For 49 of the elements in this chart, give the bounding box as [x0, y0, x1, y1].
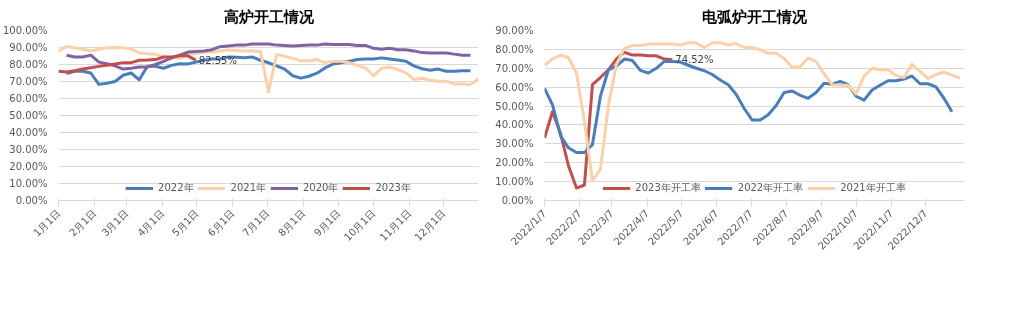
line-series	[58, 44, 479, 94]
y-tick-label: 10.00%	[495, 176, 534, 188]
y-tick-label: 50.00%	[9, 110, 48, 121]
x-tick-label: 1月1日	[31, 207, 63, 239]
y-tick-label: 80.00%	[495, 43, 534, 55]
x-tick-label: 5月1日	[169, 207, 201, 239]
x-tick-label: 10月1日	[341, 207, 378, 244]
y-tick-label: 30.00%	[9, 144, 48, 155]
y-tick-label: 30.00%	[495, 138, 534, 150]
line-series	[58, 54, 198, 74]
line-series	[65, 55, 472, 86]
line-series	[65, 42, 472, 71]
y-tick-label: 20.00%	[9, 161, 48, 172]
y-tick-label: 40.00%	[9, 127, 48, 138]
x-tick-label: 12月1日	[412, 207, 448, 244]
legend-label: 2023年开工率	[635, 181, 701, 195]
x-tick-label: 2月1日	[67, 207, 99, 239]
y-tick-label: 100.00%	[3, 25, 48, 36]
y-tick-label: 80.00%	[9, 59, 48, 70]
y-tick-label: 70.00%	[495, 62, 534, 74]
y-tick-label: 20.00%	[495, 157, 534, 169]
x-tick-label: 4月1日	[135, 207, 167, 239]
chart-title: 电弧炉开工情况	[702, 7, 808, 26]
legend-label: 2020年	[303, 181, 339, 195]
line-series	[544, 57, 954, 155]
y-tick-label: 60.00%	[495, 81, 534, 93]
y-tick-label: 50.00%	[495, 100, 534, 112]
legend-label: 2021年开工率	[840, 181, 906, 195]
y-tick-label: 0.00%	[501, 195, 534, 206]
y-tick-label: 90.00%	[9, 42, 48, 53]
y-tick-label: 60.00%	[9, 93, 48, 104]
legend-label: 2022年开工率	[737, 181, 804, 195]
x-tick-label: 3月1日	[99, 207, 131, 239]
x-tick-label: 11月1日	[377, 207, 414, 244]
chart-title: 高炉开工情况	[223, 7, 315, 26]
x-tick-label: 7月1日	[240, 207, 272, 239]
line-series	[544, 41, 962, 183]
y-tick-label: 0.00%	[15, 195, 48, 206]
annotation: 74.52%	[675, 54, 714, 66]
y-tick-label: 70.00%	[9, 76, 48, 87]
x-tick-label: 9月1日	[311, 207, 343, 239]
legend-label: 2023年	[375, 181, 411, 195]
y-tick-label: 40.00%	[495, 119, 534, 131]
x-tick-label: 6月1日	[205, 207, 237, 239]
y-tick-label: 10.00%	[9, 178, 48, 189]
legend-label: 2022年	[158, 181, 194, 195]
x-tick-label: 8月1日	[276, 207, 308, 239]
y-tick-label: 90.00%	[495, 25, 534, 36]
legend-label: 2021年	[230, 181, 266, 195]
